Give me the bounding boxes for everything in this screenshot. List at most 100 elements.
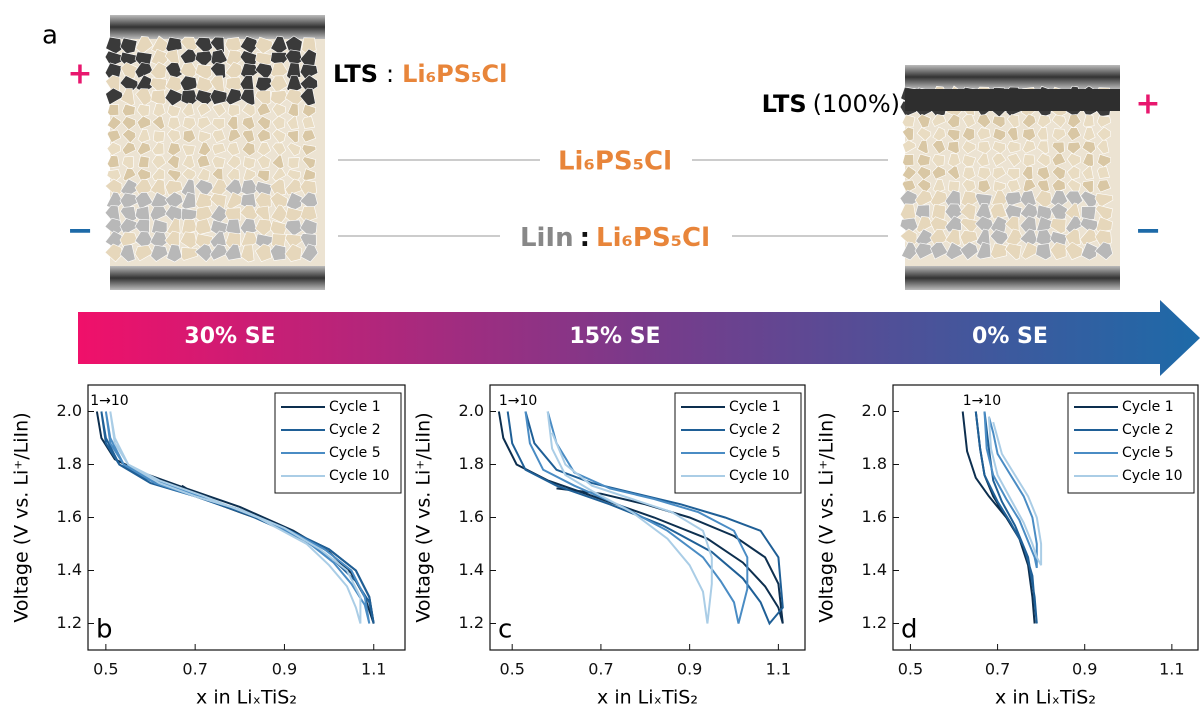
data-line — [104, 411, 371, 624]
particle — [992, 166, 1007, 180]
particle — [1022, 140, 1037, 154]
data-line — [987, 416, 1043, 566]
current-collector — [905, 266, 1120, 290]
y-tick-label: 1.2 — [459, 613, 484, 632]
particle — [1097, 166, 1110, 179]
legend-label: Cycle 10 — [729, 468, 790, 484]
particle — [287, 157, 300, 169]
particle — [976, 241, 992, 260]
particle — [211, 155, 226, 169]
particle — [224, 243, 242, 261]
particle — [166, 244, 183, 263]
x-axis-label: x in LiₓTiS₂ — [995, 687, 1096, 709]
particle — [195, 218, 213, 235]
y-tick-label: 2.0 — [862, 401, 887, 420]
x-tick-label: 0.9 — [272, 660, 297, 679]
particle — [106, 129, 122, 144]
particle — [270, 204, 289, 223]
particle — [166, 169, 182, 183]
annotation: 1→10 — [90, 393, 128, 409]
panel-label: a — [42, 21, 58, 51]
current-collector — [110, 15, 325, 39]
particle — [256, 169, 270, 183]
data-line — [506, 411, 784, 626]
particle — [991, 152, 1007, 167]
particle — [901, 114, 916, 128]
particle — [119, 244, 136, 263]
y-tick-label: 1.2 — [57, 613, 82, 632]
particle — [931, 203, 947, 220]
particle — [1097, 153, 1111, 168]
legend-label: Cycle 1 — [1122, 399, 1174, 415]
particle — [167, 104, 182, 118]
chart: 0.5 0.7 0.9 1.1 1.2 1.4 1.6 1.8 2.0 x in LiₓTiS₂ V… — [11, 384, 406, 709]
particle — [254, 36, 273, 55]
particle — [992, 127, 1006, 142]
particle — [181, 102, 195, 117]
particle — [209, 243, 229, 261]
particle — [1049, 218, 1067, 235]
chart: 0.5 0.7 0.9 1.1 1.2 1.4 1.6 1.8 2.0 x in LiₓTiS₂ V… — [816, 384, 1199, 709]
particle — [930, 241, 949, 260]
electrolyte-label: Li₆PS₅Cl — [558, 147, 672, 177]
particle — [151, 141, 165, 156]
cathode-label: LTS: Li₆PS₅Cl — [333, 60, 507, 88]
particle — [284, 243, 303, 262]
x-axis-label: x in LiₓTiS₂ — [597, 687, 698, 709]
x-tick-label: 0.5 — [499, 660, 524, 679]
x-tick-label: 0.7 — [588, 660, 613, 679]
particle — [254, 218, 274, 237]
data-line — [974, 411, 1038, 624]
particle — [946, 128, 961, 142]
y-tick-label: 1.4 — [459, 560, 484, 579]
particle — [1007, 153, 1022, 168]
particle — [1051, 165, 1066, 181]
y-tick-label: 1.8 — [862, 454, 887, 473]
particle — [105, 36, 122, 55]
arrow-label: 0% SE — [972, 324, 1048, 349]
particle — [916, 153, 931, 167]
x-tick-label: 0.7 — [985, 660, 1010, 679]
particle — [962, 154, 977, 168]
minus-sign: − — [1135, 211, 1162, 249]
particle — [1036, 152, 1051, 168]
particle — [946, 165, 961, 181]
annotation: 1→10 — [963, 393, 1001, 409]
particle — [962, 113, 976, 129]
plus-sign: + — [1135, 87, 1160, 122]
particle — [1022, 128, 1036, 142]
particle — [1006, 127, 1019, 142]
particle — [134, 244, 154, 262]
particle — [902, 139, 917, 154]
legend-label: Cycle 10 — [1122, 468, 1183, 484]
particle — [976, 127, 991, 141]
particle — [916, 127, 932, 142]
particle — [121, 103, 136, 117]
particle — [976, 152, 990, 167]
particle — [1081, 140, 1096, 155]
particle — [287, 142, 302, 157]
particle — [1004, 243, 1022, 261]
particle — [902, 154, 915, 167]
particle — [1066, 165, 1081, 181]
particle — [257, 142, 272, 157]
particle — [959, 241, 979, 261]
particle — [1051, 114, 1067, 129]
particle — [932, 126, 946, 142]
particle — [242, 156, 256, 170]
material: LTS — [333, 60, 378, 88]
particle — [241, 116, 256, 131]
particle — [1006, 179, 1021, 193]
schematic: a + − + − LTS: Li₆PS₅Cl LTS (100%) Li₆PS₅C… — [42, 15, 1200, 376]
particle — [241, 141, 256, 157]
particle — [240, 244, 255, 263]
material: LTS — [762, 90, 807, 118]
particle — [121, 128, 137, 144]
gradient-arrow — [78, 300, 1200, 376]
panel-label: c — [498, 615, 512, 645]
particle — [137, 155, 150, 168]
particle — [916, 215, 934, 233]
y-axis-label: Voltage (V vs. Li⁺/LiIn) — [413, 412, 435, 622]
separator: : — [580, 223, 590, 253]
particle — [1067, 114, 1082, 129]
